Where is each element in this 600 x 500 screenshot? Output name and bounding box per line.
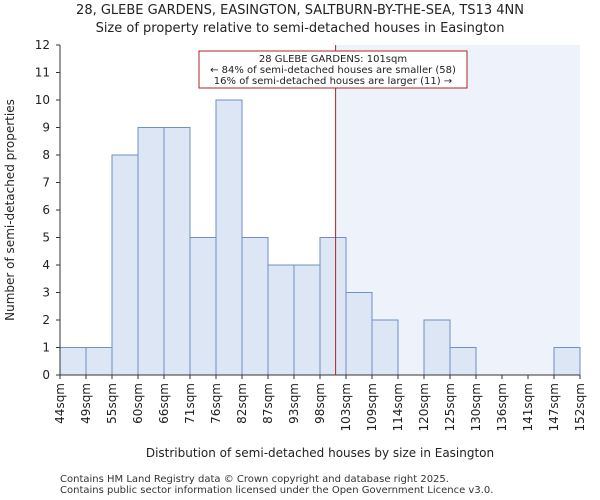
x-tick-label: 109sqm — [365, 383, 379, 431]
x-tick-label: 120sqm — [417, 383, 431, 431]
x-tick-label: 136sqm — [495, 383, 509, 431]
chart-subtitle: Size of property relative to semi-detach… — [95, 21, 505, 36]
histogram-bar — [345, 292, 373, 376]
annotation-box — [198, 50, 468, 89]
y-tick-label: 10 — [35, 93, 50, 107]
y-tick-label: 9 — [42, 121, 50, 135]
histogram-bar — [137, 127, 165, 376]
chart-title: 28, GLEBE GARDENS, EASINGTON, SALTBURN-B… — [76, 3, 524, 18]
histogram-bar — [423, 319, 451, 376]
x-tick-label: 103sqm — [339, 383, 353, 431]
histogram-bar — [267, 264, 295, 376]
y-tick-label: 7 — [42, 176, 50, 190]
histogram-bar — [59, 347, 87, 376]
y-tick-label: 3 — [42, 286, 50, 300]
y-tick-label: 6 — [42, 203, 50, 217]
histogram-bar — [85, 347, 113, 376]
x-tick-label: 93sqm — [287, 383, 301, 424]
x-axis-title: Distribution of semi-detached houses by … — [146, 446, 494, 460]
histogram-bar — [371, 319, 399, 376]
x-tick-label: 66sqm — [157, 383, 171, 424]
x-tick-label: 87sqm — [261, 383, 275, 424]
histogram-bar — [189, 237, 217, 376]
y-tick-label: 2 — [42, 313, 50, 327]
y-tick-label: 1 — [42, 341, 50, 355]
x-tick-label: 130sqm — [469, 383, 483, 431]
x-tick-label: 55sqm — [105, 383, 119, 424]
x-tick-label: 147sqm — [547, 383, 561, 431]
annotation-line: 28 GLEBE GARDENS: 101sqm — [259, 54, 407, 65]
x-tick-label: 71sqm — [183, 383, 197, 424]
y-tick-label: 11 — [35, 66, 50, 80]
x-tick-label: 125sqm — [443, 383, 457, 431]
histogram-bar — [111, 154, 139, 376]
histogram-bar — [215, 99, 243, 376]
x-tick-label: 114sqm — [391, 383, 405, 431]
histogram-bar — [241, 237, 269, 376]
y-tick-label: 12 — [35, 38, 50, 52]
footer-licence: Contains public sector information licen… — [60, 485, 494, 496]
x-tick-label: 44sqm — [53, 383, 67, 424]
annotation-line: 16% of semi-detached houses are larger (… — [214, 76, 452, 87]
histogram-bar — [293, 264, 321, 376]
y-axis-title: Number of semi-detached properties — [3, 99, 17, 321]
x-tick-label: 98sqm — [313, 383, 327, 424]
x-tick-label: 82sqm — [235, 383, 249, 424]
y-tick-label: 0 — [42, 368, 50, 382]
annotation-line: ← 84% of semi-detached houses are smalle… — [210, 65, 456, 76]
y-tick-label: 5 — [42, 231, 50, 245]
x-tick-label: 60sqm — [131, 383, 145, 424]
y-tick-label: 8 — [42, 148, 50, 162]
histogram-bar — [319, 237, 347, 376]
histogram-bar — [553, 347, 581, 376]
x-tick-label: 152sqm — [573, 383, 587, 431]
histogram-bar — [449, 347, 477, 376]
y-tick-label: 4 — [42, 258, 50, 272]
histogram-bar — [163, 127, 191, 376]
x-tick-label: 76sqm — [209, 383, 223, 424]
x-tick-label: 141sqm — [521, 383, 535, 431]
x-tick-label: 49sqm — [79, 383, 93, 424]
footer-copyright: Contains HM Land Registry data © Crown c… — [60, 474, 449, 485]
